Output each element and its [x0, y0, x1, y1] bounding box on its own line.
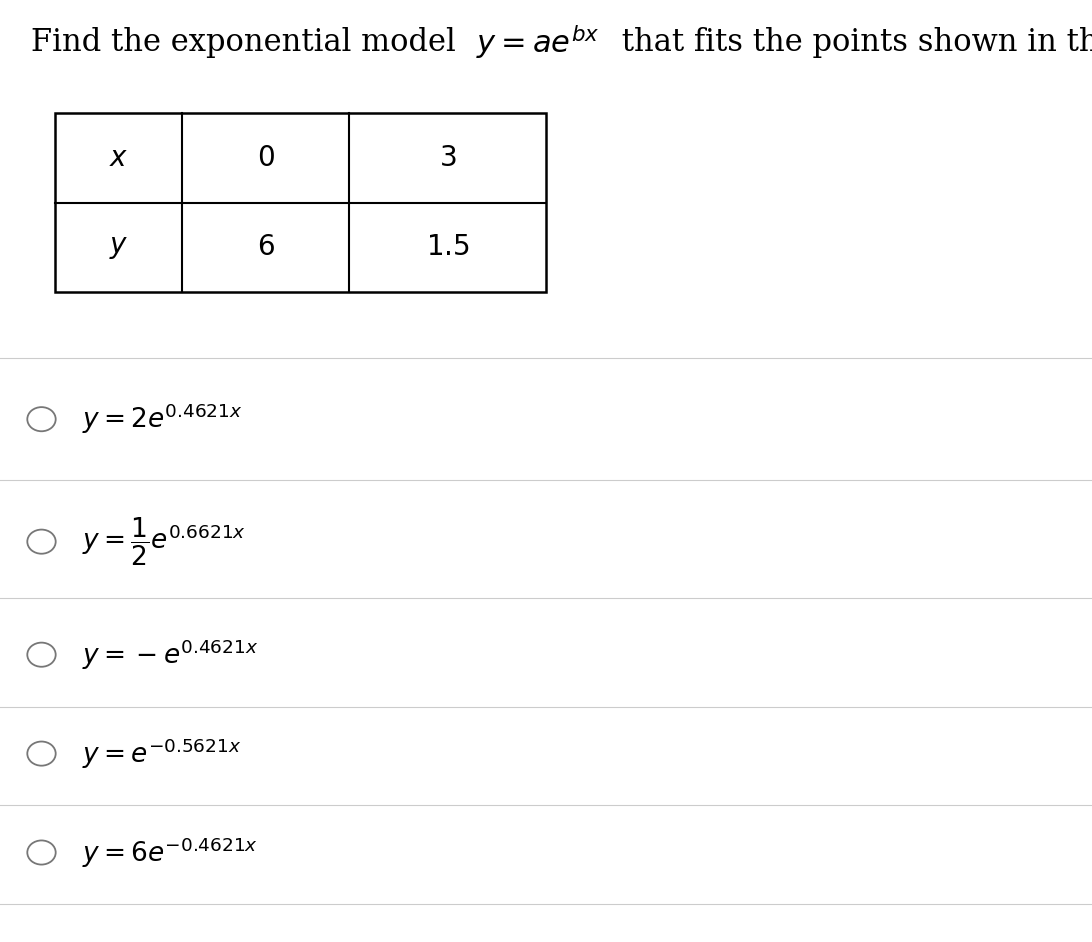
Text: $x$: $x$: [109, 144, 128, 171]
Text: $0$: $0$: [257, 144, 275, 171]
Ellipse shape: [27, 741, 56, 766]
Text: $y$: $y$: [109, 234, 128, 261]
Text: that fits the points shown in the table.: that fits the points shown in the table.: [612, 27, 1092, 57]
Text: $1.5$: $1.5$: [426, 234, 470, 261]
Text: $y = e^{-0.5621x}$: $y = e^{-0.5621x}$: [82, 737, 241, 771]
Text: $6$: $6$: [257, 234, 275, 261]
Text: $y = ae^{bx}$: $y = ae^{bx}$: [476, 24, 600, 61]
Ellipse shape: [27, 529, 56, 554]
Ellipse shape: [27, 642, 56, 667]
Text: $y = 2e^{0.4621x}$: $y = 2e^{0.4621x}$: [82, 402, 242, 436]
Text: $y = 6e^{-0.4621x}$: $y = 6e^{-0.4621x}$: [82, 836, 258, 869]
Bar: [55, 113, 546, 292]
Text: $y = \dfrac{1}{2}e^{0.6621x}$: $y = \dfrac{1}{2}e^{0.6621x}$: [82, 515, 246, 568]
Ellipse shape: [27, 840, 56, 865]
Text: $3$: $3$: [439, 144, 456, 171]
Text: Find the exponential model: Find the exponential model: [31, 27, 465, 57]
Ellipse shape: [27, 407, 56, 431]
Text: $y = -e^{0.4621x}$: $y = -e^{0.4621x}$: [82, 638, 258, 672]
